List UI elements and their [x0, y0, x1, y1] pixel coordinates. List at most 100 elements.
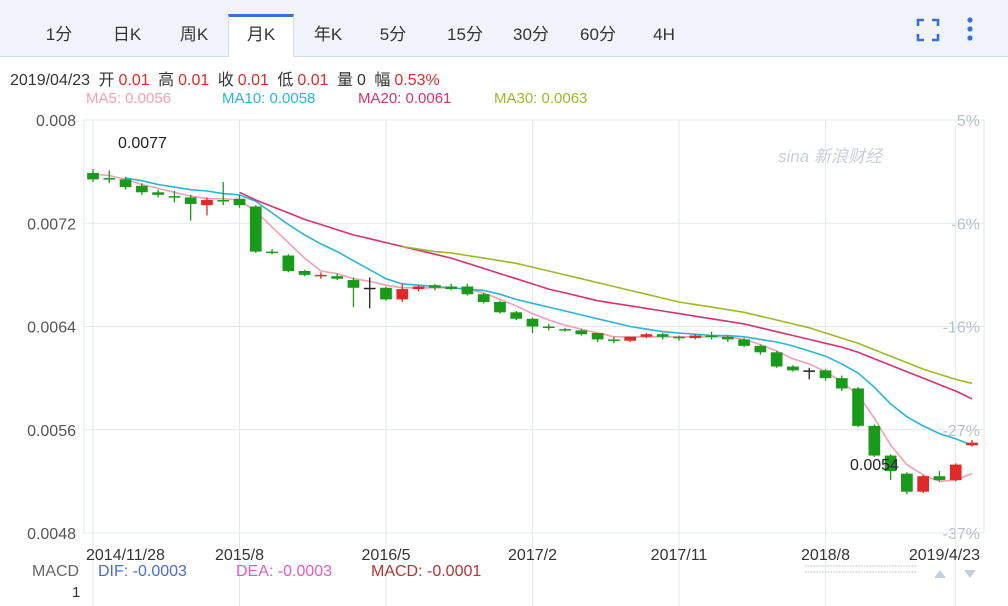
candle[interactable] — [835, 375, 848, 392]
scroll-track-dot — [908, 565, 911, 567]
scroll-track-dot — [833, 565, 835, 567]
candle[interactable] — [770, 351, 783, 368]
candle[interactable] — [933, 471, 946, 482]
scroll-track-dot — [875, 571, 877, 573]
candle[interactable] — [575, 329, 588, 336]
candle[interactable] — [201, 197, 213, 216]
x-tick-label: 2018/8 — [801, 547, 850, 564]
scroll-track-dot — [855, 571, 858, 573]
scroll-track-dot — [821, 571, 824, 573]
candle[interactable] — [119, 176, 132, 190]
candle-body — [721, 336, 734, 340]
candle[interactable] — [640, 332, 653, 339]
candle[interactable] — [217, 181, 230, 206]
scroll-track-dot — [903, 565, 905, 567]
tab-9[interactable]: 4H — [653, 25, 675, 44]
candle[interactable] — [380, 286, 392, 301]
candle-body — [852, 388, 864, 426]
candle[interactable] — [103, 170, 116, 184]
pct-tick-label: 5% — [957, 113, 980, 130]
candle[interactable] — [754, 344, 767, 355]
tab-2[interactable]: 周K — [179, 25, 209, 44]
scroll-track-dot — [824, 571, 827, 573]
candle[interactable] — [298, 269, 311, 277]
candle[interactable] — [966, 440, 978, 447]
candle[interactable] — [233, 194, 246, 208]
candle[interactable] — [412, 285, 425, 292]
tab-1[interactable]: 日K — [112, 25, 142, 44]
candle[interactable] — [494, 300, 506, 314]
candle[interactable] — [347, 277, 360, 308]
candle[interactable] — [787, 365, 799, 372]
tab-3[interactable]: 月K — [228, 14, 294, 57]
candle[interactable] — [331, 273, 344, 281]
candle[interactable] — [461, 283, 474, 296]
candle[interactable] — [819, 369, 832, 381]
macd-legend: MACD DIF: -0.0003 DEA: -0.0003 MACD: -0.… — [0, 560, 1008, 584]
candle[interactable] — [884, 454, 897, 481]
candle[interactable] — [868, 424, 881, 457]
more-vertical-icon[interactable] — [962, 16, 978, 44]
tab-7[interactable]: 30分 — [513, 25, 549, 44]
candle[interactable] — [705, 331, 718, 340]
candle[interactable] — [396, 283, 409, 302]
scroll-track-dot — [891, 571, 894, 573]
candle[interactable] — [608, 336, 620, 344]
volume-value: 0 — [356, 72, 366, 89]
candle[interactable] — [803, 367, 816, 380]
candle[interactable] — [168, 190, 181, 203]
candle-body — [901, 473, 913, 492]
candle[interactable] — [135, 183, 148, 195]
candle[interactable] — [428, 283, 441, 291]
candle[interactable] — [624, 336, 637, 342]
candle-body — [477, 294, 490, 302]
candle[interactable] — [673, 335, 685, 341]
candle[interactable] — [901, 472, 913, 495]
candle[interactable] — [87, 169, 99, 182]
scroll-down-icon[interactable] — [964, 570, 976, 578]
candle[interactable] — [445, 283, 457, 291]
scroll-up-icon[interactable] — [934, 570, 946, 578]
candle[interactable] — [917, 474, 930, 493]
ma-line-ma10 — [125, 177, 973, 446]
tab-6[interactable]: 15分 — [447, 25, 483, 44]
tab-0[interactable]: 1分 — [45, 25, 73, 44]
candle[interactable] — [266, 249, 278, 255]
candle[interactable] — [949, 463, 962, 482]
candle[interactable] — [526, 317, 539, 333]
candle[interactable] — [689, 334, 702, 340]
candle-body — [282, 255, 295, 272]
candle[interactable] — [315, 272, 327, 279]
candle-body — [966, 442, 978, 446]
scroll-track-dot — [805, 565, 807, 567]
change-value: 0.53% — [394, 72, 440, 89]
candle[interactable] — [282, 254, 295, 273]
candle[interactable] — [852, 387, 864, 428]
candle[interactable] — [591, 332, 604, 342]
candle-body — [933, 476, 946, 481]
candle[interactable] — [184, 194, 197, 221]
candle[interactable] — [510, 311, 523, 321]
tab-4[interactable]: 年K — [313, 25, 343, 44]
candle[interactable] — [738, 338, 750, 348]
candle[interactable] — [656, 332, 669, 340]
candle-body — [542, 326, 555, 328]
candle[interactable] — [363, 277, 376, 309]
candle[interactable] — [559, 327, 571, 332]
scroll-track-dot — [827, 571, 830, 573]
tab-5[interactable]: 5分 — [379, 25, 407, 44]
candle[interactable] — [477, 292, 490, 304]
candle[interactable] — [152, 189, 164, 198]
candle[interactable] — [721, 335, 734, 342]
pct-tick-label: -27% — [943, 423, 980, 440]
candle-body — [526, 318, 539, 327]
fullscreen-icon[interactable] — [916, 18, 940, 42]
candlestick-chart[interactable]: 0.008 5% 0.0072 -6% 0.0064 -16% 0.0056 -27% 0.00… — [0, 108, 1008, 606]
candle[interactable] — [542, 323, 555, 331]
tab-8[interactable]: 60分 — [580, 25, 616, 44]
candle-body — [363, 287, 376, 290]
candle-body — [494, 301, 506, 313]
candle[interactable] — [249, 205, 262, 253]
pct-tick-label: -6% — [952, 216, 980, 233]
scroll-track-dot — [830, 571, 833, 573]
